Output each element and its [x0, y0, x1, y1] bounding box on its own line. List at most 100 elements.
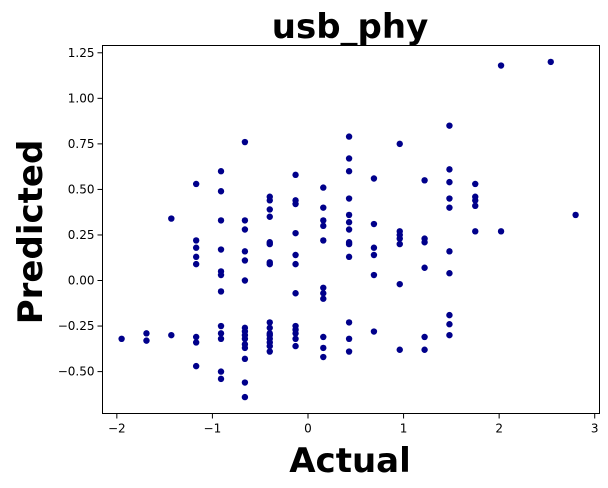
data-point — [241, 257, 249, 264]
data-points — [118, 58, 579, 401]
data-point — [217, 330, 225, 337]
data-point — [446, 321, 453, 328]
data-point — [320, 237, 327, 244]
data-point — [241, 277, 249, 284]
y-tick-label: −0.50 — [58, 365, 95, 379]
data-point — [266, 206, 273, 213]
data-point — [396, 280, 403, 288]
data-point — [320, 284, 327, 291]
data-point — [118, 335, 125, 343]
data-point — [345, 348, 353, 355]
data-point — [241, 248, 249, 255]
data-point — [266, 348, 273, 355]
data-point — [192, 362, 200, 370]
data-point — [345, 253, 353, 261]
data-point — [345, 195, 353, 202]
data-point — [345, 319, 353, 326]
data-point — [217, 168, 225, 175]
y-axis-label: Predicted — [11, 140, 51, 325]
data-point — [266, 342, 273, 350]
data-point — [192, 333, 200, 341]
y-tick-label: 0.00 — [68, 274, 95, 288]
data-point — [217, 375, 225, 383]
data-point — [217, 335, 225, 343]
data-point — [266, 324, 273, 332]
data-point — [421, 333, 428, 341]
y-tick-label: 0.75 — [68, 137, 95, 151]
chart-title: usb_phy — [272, 7, 429, 47]
data-point — [217, 271, 225, 279]
data-point — [421, 346, 428, 353]
data-point — [266, 213, 273, 220]
data-point — [320, 290, 327, 297]
data-point — [472, 197, 479, 204]
data-point — [446, 248, 453, 255]
data-point — [217, 246, 225, 253]
data-point — [292, 200, 299, 208]
data-point — [345, 335, 353, 343]
data-point — [345, 226, 353, 233]
data-point — [192, 260, 200, 268]
data-point — [345, 133, 353, 140]
data-point — [547, 58, 554, 66]
data-point — [217, 288, 225, 295]
data-point — [345, 240, 353, 248]
y-tick-label: −0.25 — [58, 319, 95, 333]
y-tick-label: 0.50 — [68, 182, 95, 196]
data-point — [192, 244, 200, 251]
data-point — [320, 222, 327, 230]
data-point — [217, 188, 225, 195]
data-point — [345, 219, 353, 226]
data-point — [266, 197, 273, 204]
data-point — [497, 228, 505, 235]
data-point — [266, 240, 273, 248]
y-tick-label: 1.25 — [68, 46, 95, 60]
data-point — [497, 62, 505, 69]
data-point — [446, 166, 453, 173]
data-point — [292, 290, 299, 297]
data-point — [370, 271, 378, 279]
y-tick-label: 0.25 — [68, 228, 95, 242]
data-point — [370, 175, 378, 182]
y-tick-label: 1.00 — [68, 91, 95, 105]
data-point — [396, 346, 403, 353]
data-point — [241, 355, 249, 363]
data-point — [143, 337, 150, 344]
data-point — [241, 138, 249, 146]
data-point — [241, 217, 249, 224]
data-point — [241, 393, 249, 401]
data-point — [396, 140, 403, 148]
data-point — [168, 215, 175, 222]
data-point — [421, 264, 428, 271]
data-point — [292, 260, 299, 268]
data-point — [345, 211, 353, 219]
data-point — [320, 217, 327, 224]
data-point — [421, 177, 428, 184]
data-point — [192, 180, 200, 188]
x-tick-label: −1 — [204, 422, 222, 436]
data-point — [370, 220, 378, 228]
data-point — [320, 184, 327, 191]
data-point — [241, 344, 249, 352]
data-point — [292, 229, 299, 237]
data-point — [217, 368, 225, 375]
data-point — [472, 180, 479, 188]
data-point — [345, 168, 353, 175]
x-tick-label: 3 — [591, 422, 599, 436]
data-point — [472, 228, 479, 235]
x-tick-label: 2 — [495, 422, 503, 436]
data-point — [266, 260, 273, 268]
y-axis: −0.50 −0.25 0.00 0.25 0.50 0.75 1.00 1.25 — [58, 46, 103, 379]
data-point — [421, 239, 428, 246]
x-tick-label: 0 — [304, 422, 312, 436]
data-point — [241, 335, 249, 343]
data-point — [241, 226, 249, 233]
data-point — [396, 240, 403, 248]
x-tick-label: −2 — [108, 422, 126, 436]
x-axis-label: Actual — [289, 441, 411, 481]
data-point — [217, 217, 225, 224]
data-point — [320, 204, 327, 211]
data-point — [572, 211, 579, 219]
